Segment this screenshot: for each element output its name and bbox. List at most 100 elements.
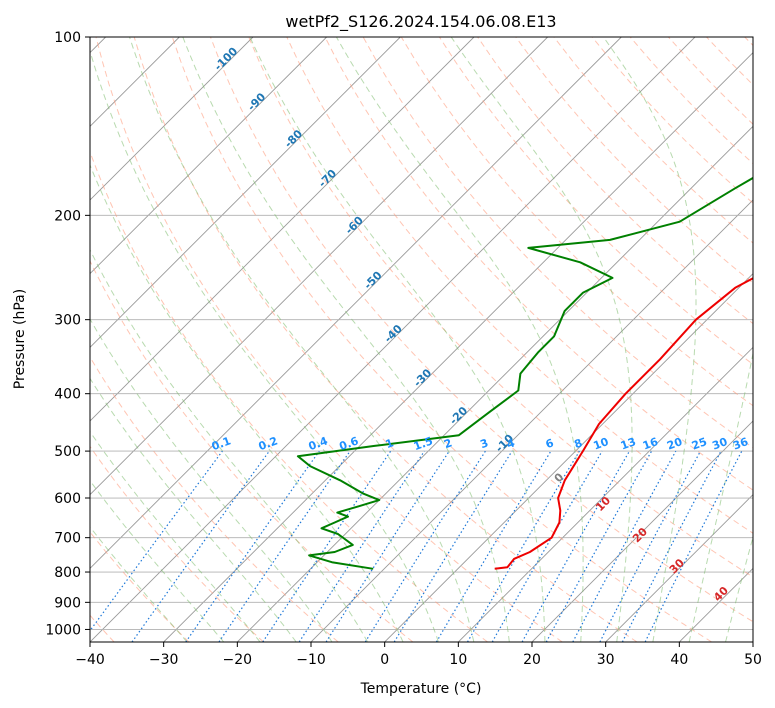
mixing-ratio-label: 20	[665, 435, 684, 453]
mixing-ratio-line	[644, 450, 743, 642]
mixing-ratio-label: 6	[544, 436, 556, 451]
dry-adiabat	[286, 37, 753, 534]
dry-adiabat	[324, 37, 753, 491]
mixing-ratio-label: 25	[690, 435, 709, 452]
dry-adiabat	[90, 356, 339, 642]
mixing-ratio-label: 0.4	[307, 434, 330, 453]
profile-lines	[296, 176, 753, 570]
mixing-ratio-label: 13	[619, 435, 638, 452]
isotherm-label: -80	[282, 127, 305, 150]
y-axis-label: Pressure (hPa)	[12, 289, 28, 389]
dry-adiabat	[90, 150, 488, 642]
moist-adiabat	[129, 37, 475, 642]
mixing-ratio-line	[325, 450, 450, 642]
dry-adiabat	[210, 37, 753, 623]
moist-adiabat	[90, 248, 369, 642]
x-tick-label: 20	[523, 652, 541, 668]
y-tick-label: 900	[54, 595, 81, 611]
moist-adiabat	[602, 37, 697, 642]
x-axis-ticks: −40 −30 −20 −10 0 10 20 30 40 50	[75, 642, 762, 668]
moist-adiabat-label: 30	[667, 556, 687, 576]
x-tick-label: −40	[75, 652, 105, 668]
isotherm-line	[90, 37, 696, 642]
isotherm-line	[458, 346, 753, 642]
dewpoint-line	[296, 176, 753, 570]
mixing-ratio-label: 4	[505, 436, 517, 451]
mixing-ratio-line	[435, 450, 552, 642]
moist-adiabat	[688, 350, 753, 642]
y-tick-label: 700	[54, 531, 81, 547]
y-tick-label: 800	[54, 565, 81, 581]
x-tick-label: 30	[597, 652, 615, 668]
mixing-ratio-label: 16	[641, 435, 660, 453]
y-tick-label: 500	[54, 444, 81, 460]
isotherm-line	[90, 37, 327, 275]
mixing-ratio-line	[393, 450, 513, 642]
y-tick-label: 400	[54, 387, 81, 403]
x-tick-label: −30	[149, 652, 179, 668]
mixing-ratio-label: 0.2	[257, 434, 280, 453]
x-tick-label: 10	[449, 652, 467, 668]
x-tick-label: 50	[744, 652, 762, 668]
isotherm-line	[384, 273, 753, 642]
isotherm-line	[90, 37, 548, 496]
dry-adiabat	[90, 445, 264, 642]
isotherm-line	[679, 567, 753, 642]
isotherm-line	[237, 125, 753, 642]
moist-adiabat-label: 10	[593, 494, 613, 514]
isotherm-label: -40	[382, 322, 405, 345]
isotherm-label: -90	[245, 90, 268, 113]
moist-adiabat	[249, 37, 546, 642]
y-tick-label: 200	[54, 208, 81, 224]
isotherm-line	[531, 420, 753, 642]
dry-adiabat	[706, 37, 753, 86]
y-tick-label: 100	[54, 30, 81, 46]
mixing-ratio-line	[521, 450, 631, 642]
dry-adiabat	[95, 37, 563, 642]
isopleth-labels: -100-90-80-70-60-50-40-30-20-100.1 0.2 0.4…	[210, 44, 750, 604]
x-tick-label: −20	[223, 652, 253, 668]
mixing-ratio-line	[218, 450, 351, 642]
moist-adiabat	[335, 37, 584, 642]
mixing-ratio-label: 10	[592, 435, 611, 453]
plot-area: -100-90-80-70-60-50-40-30-20-100.1 0.2 0.4…	[89, 36, 754, 643]
y-axis-ticks: 100 200 300 400 500 600 700 800 900 1000	[45, 30, 90, 638]
moist-adiabat	[90, 479, 225, 642]
mixing-ratio-line	[131, 450, 270, 642]
mixing-ratio-line	[572, 450, 677, 642]
mixing-ratio-line	[90, 450, 223, 632]
plot-frame	[89, 36, 754, 643]
mixing-ratio-label: 1.5	[412, 434, 435, 453]
moist-adiabat	[90, 49, 439, 642]
isotherm-line	[90, 37, 401, 348]
isotherm-line	[90, 37, 475, 422]
chart-title: wetPf2_S126.2024.154.06.08.E13	[285, 12, 556, 32]
y-tick-label: 1000	[45, 622, 81, 638]
mixing-ratio-label: 0.6	[338, 434, 361, 453]
mixing-ratio-line	[185, 450, 320, 642]
mixing-ratio-label: 8	[572, 436, 584, 451]
mixing-ratio-line	[364, 450, 486, 642]
moist-adiabat	[90, 317, 333, 642]
temperature-line	[494, 277, 753, 570]
x-tick-label: 40	[670, 652, 688, 668]
y-tick-label: 600	[54, 491, 81, 507]
moist-adiabat	[90, 526, 188, 642]
y-tick-label: 300	[54, 313, 81, 329]
x-axis-label: Temperature (°C)	[360, 681, 482, 697]
isotherm-line	[90, 37, 254, 201]
mixing-ratio-label: 3	[478, 436, 490, 451]
mixing-ratio-line	[262, 450, 392, 642]
mixing-ratio-label: 0.1	[210, 434, 233, 453]
isotherm-label: -30	[411, 366, 434, 389]
moist-adiabat	[90, 163, 404, 642]
isotherm-label: -20	[447, 404, 470, 427]
moist-adiabat	[450, 37, 633, 642]
x-tick-label: 0	[380, 652, 389, 668]
dry-adiabat	[90, 531, 190, 642]
isotherm-line	[605, 494, 753, 642]
moist-adiabat-label: 40	[711, 584, 731, 604]
isotherm-label: -100	[212, 44, 241, 73]
mixing-ratio-line	[298, 450, 425, 642]
